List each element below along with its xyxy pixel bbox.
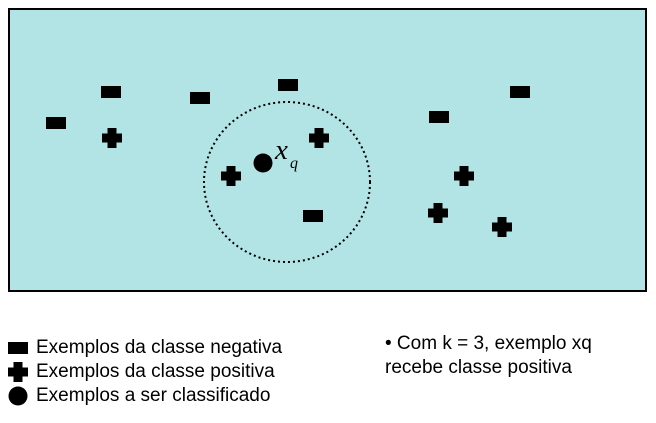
legend-item-negative: Exemplos da classe negativa [8, 336, 282, 360]
knn-diagram: x q [8, 8, 647, 292]
query-label: x [274, 134, 288, 166]
note-line-2: recebe classe positiva [385, 357, 572, 378]
note-line-1: • Com k = 3, exemplo xq [385, 333, 592, 354]
neighborhood-circle [203, 101, 371, 263]
negative-example [101, 86, 121, 98]
legend-label-negative: Exemplos da classe negativa [36, 337, 283, 358]
legend: Exemplos da classe negativa Exemplos da … [8, 336, 282, 408]
legend-label-positive: Exemplos da classe positiva [36, 361, 275, 382]
legend-item-query: Exemplos a ser classificado [8, 384, 282, 408]
negative-example [190, 92, 210, 104]
result-note: • Com k = 3, exemplo xq recebe classe po… [385, 332, 592, 380]
rectangle-icon [8, 336, 30, 360]
query-subscript: q [290, 155, 298, 172]
feature-space-panel [8, 8, 647, 292]
negative-example [303, 210, 323, 222]
legend-item-positive: Exemplos da classe positiva [8, 360, 282, 384]
query-point [253, 153, 273, 173]
positive-example [454, 166, 474, 186]
positive-example [428, 203, 448, 223]
negative-example [278, 79, 298, 91]
positive-example [221, 166, 241, 186]
positive-example [102, 128, 122, 148]
plus-icon [8, 360, 30, 384]
positive-example [492, 217, 512, 237]
negative-example [429, 111, 449, 123]
positive-example [309, 128, 329, 148]
circle-icon [8, 384, 30, 408]
negative-example [510, 86, 530, 98]
negative-example [46, 117, 66, 129]
legend-label-query: Exemplos a ser classificado [36, 385, 271, 406]
